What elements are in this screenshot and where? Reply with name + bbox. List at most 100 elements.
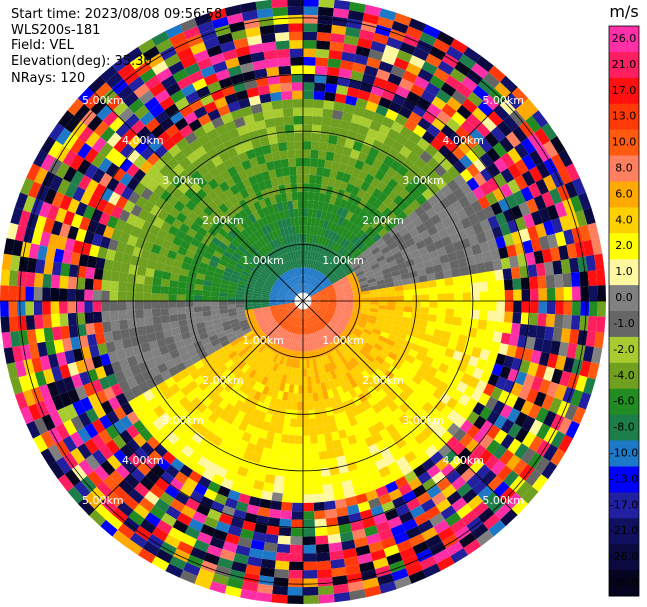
velocity-cell [159,491,175,506]
velocity-cell [493,172,508,188]
velocity-cell [113,339,125,352]
velocity-cell [193,49,210,63]
velocity-cell [315,57,329,67]
velocity-cell [293,286,299,294]
colorbar-tick-label: -17.0 [610,498,638,511]
velocity-cell [456,229,468,241]
velocity-cell [220,316,230,323]
velocity-cell [308,191,315,201]
velocity-cell [249,274,258,281]
velocity-cell [330,33,346,44]
velocity-cell [505,92,522,110]
velocity-cell [303,115,313,125]
velocity-cell [383,435,395,447]
velocity-cell [349,213,358,224]
velocity-cell [284,349,290,358]
velocity-cell [357,89,371,101]
velocity-cell [244,250,253,259]
velocity-cell [322,279,331,287]
velocity-cell [515,103,532,121]
velocity-cell [368,285,378,291]
velocity-cell [260,323,269,331]
velocity-cell [61,250,73,265]
velocity-cell [153,355,165,366]
velocity-cell [77,158,92,175]
velocity-cell [554,201,568,218]
velocity-cell [201,194,213,206]
velocity-cell [215,374,226,385]
velocity-cell [292,494,303,503]
velocity-cell [193,106,208,119]
velocity-cell [355,493,368,505]
velocity-cell [272,108,284,119]
velocity-cell [107,238,119,251]
velocity-cell [303,401,309,411]
velocity-cell [218,439,231,451]
velocity-cell [64,115,81,133]
velocity-cell [164,213,176,226]
velocity-cell [500,418,515,434]
velocity-cell [385,108,399,121]
velocity-cell [345,183,355,194]
velocity-cell [374,169,386,181]
velocity-cell [429,512,446,527]
velocity-cell [285,235,291,245]
velocity-cell [340,318,350,324]
velocity-cell [93,322,104,334]
velocity-cell [237,54,253,66]
velocity-cell [170,89,186,104]
velocity-cell [461,510,478,526]
velocity-cell [175,362,187,373]
velocity-cell [138,38,156,54]
velocity-cell [91,168,106,184]
velocity-cell [121,337,133,349]
velocity-cell [154,498,171,513]
velocity-cell [387,259,398,268]
velocity-cell [263,152,274,163]
velocity-cell [279,347,285,356]
velocity-cell [534,127,551,146]
velocity-cell [341,111,354,123]
velocity-cell [459,433,474,448]
velocity-cell [139,476,155,491]
velocity-cell [199,152,212,165]
velocity-cell [197,425,209,438]
velocity-cell [554,384,568,401]
velocity-cell [487,475,504,492]
velocity-cell [296,334,300,343]
velocity-cell [287,366,293,376]
velocity-cell [255,280,265,286]
velocity-cell [317,287,325,293]
velocity-cell [365,273,375,281]
velocity-cell [218,335,228,343]
velocity-cell [26,329,37,345]
velocity-cell [514,142,529,159]
velocity-cell [343,311,352,317]
velocity-cell [165,82,181,97]
velocity-cell [241,580,259,592]
velocity-cell [439,392,452,405]
velocity-cell [328,322,336,330]
velocity-cell [106,177,120,192]
velocity-cell [392,93,407,106]
velocity-cell [307,307,314,315]
velocity-cell [100,88,118,105]
velocity-cell [357,37,373,49]
colorbar-bin [609,570,639,597]
velocity-cell [280,192,288,203]
velocity-cell [85,131,101,148]
velocity-cell [529,312,539,326]
velocity-cell [126,355,138,368]
velocity-cell [457,257,468,268]
velocity-cell [117,62,135,79]
velocity-cell [285,460,295,470]
velocity-cell [582,345,594,363]
velocity-cell [157,209,169,221]
velocity-cell [425,53,442,68]
velocity-cell [353,216,363,227]
velocity-cell [139,173,153,188]
velocity-cell [176,76,193,90]
velocity-cell [157,381,169,393]
velocity-cell [145,469,160,485]
velocity-cell [271,100,283,110]
